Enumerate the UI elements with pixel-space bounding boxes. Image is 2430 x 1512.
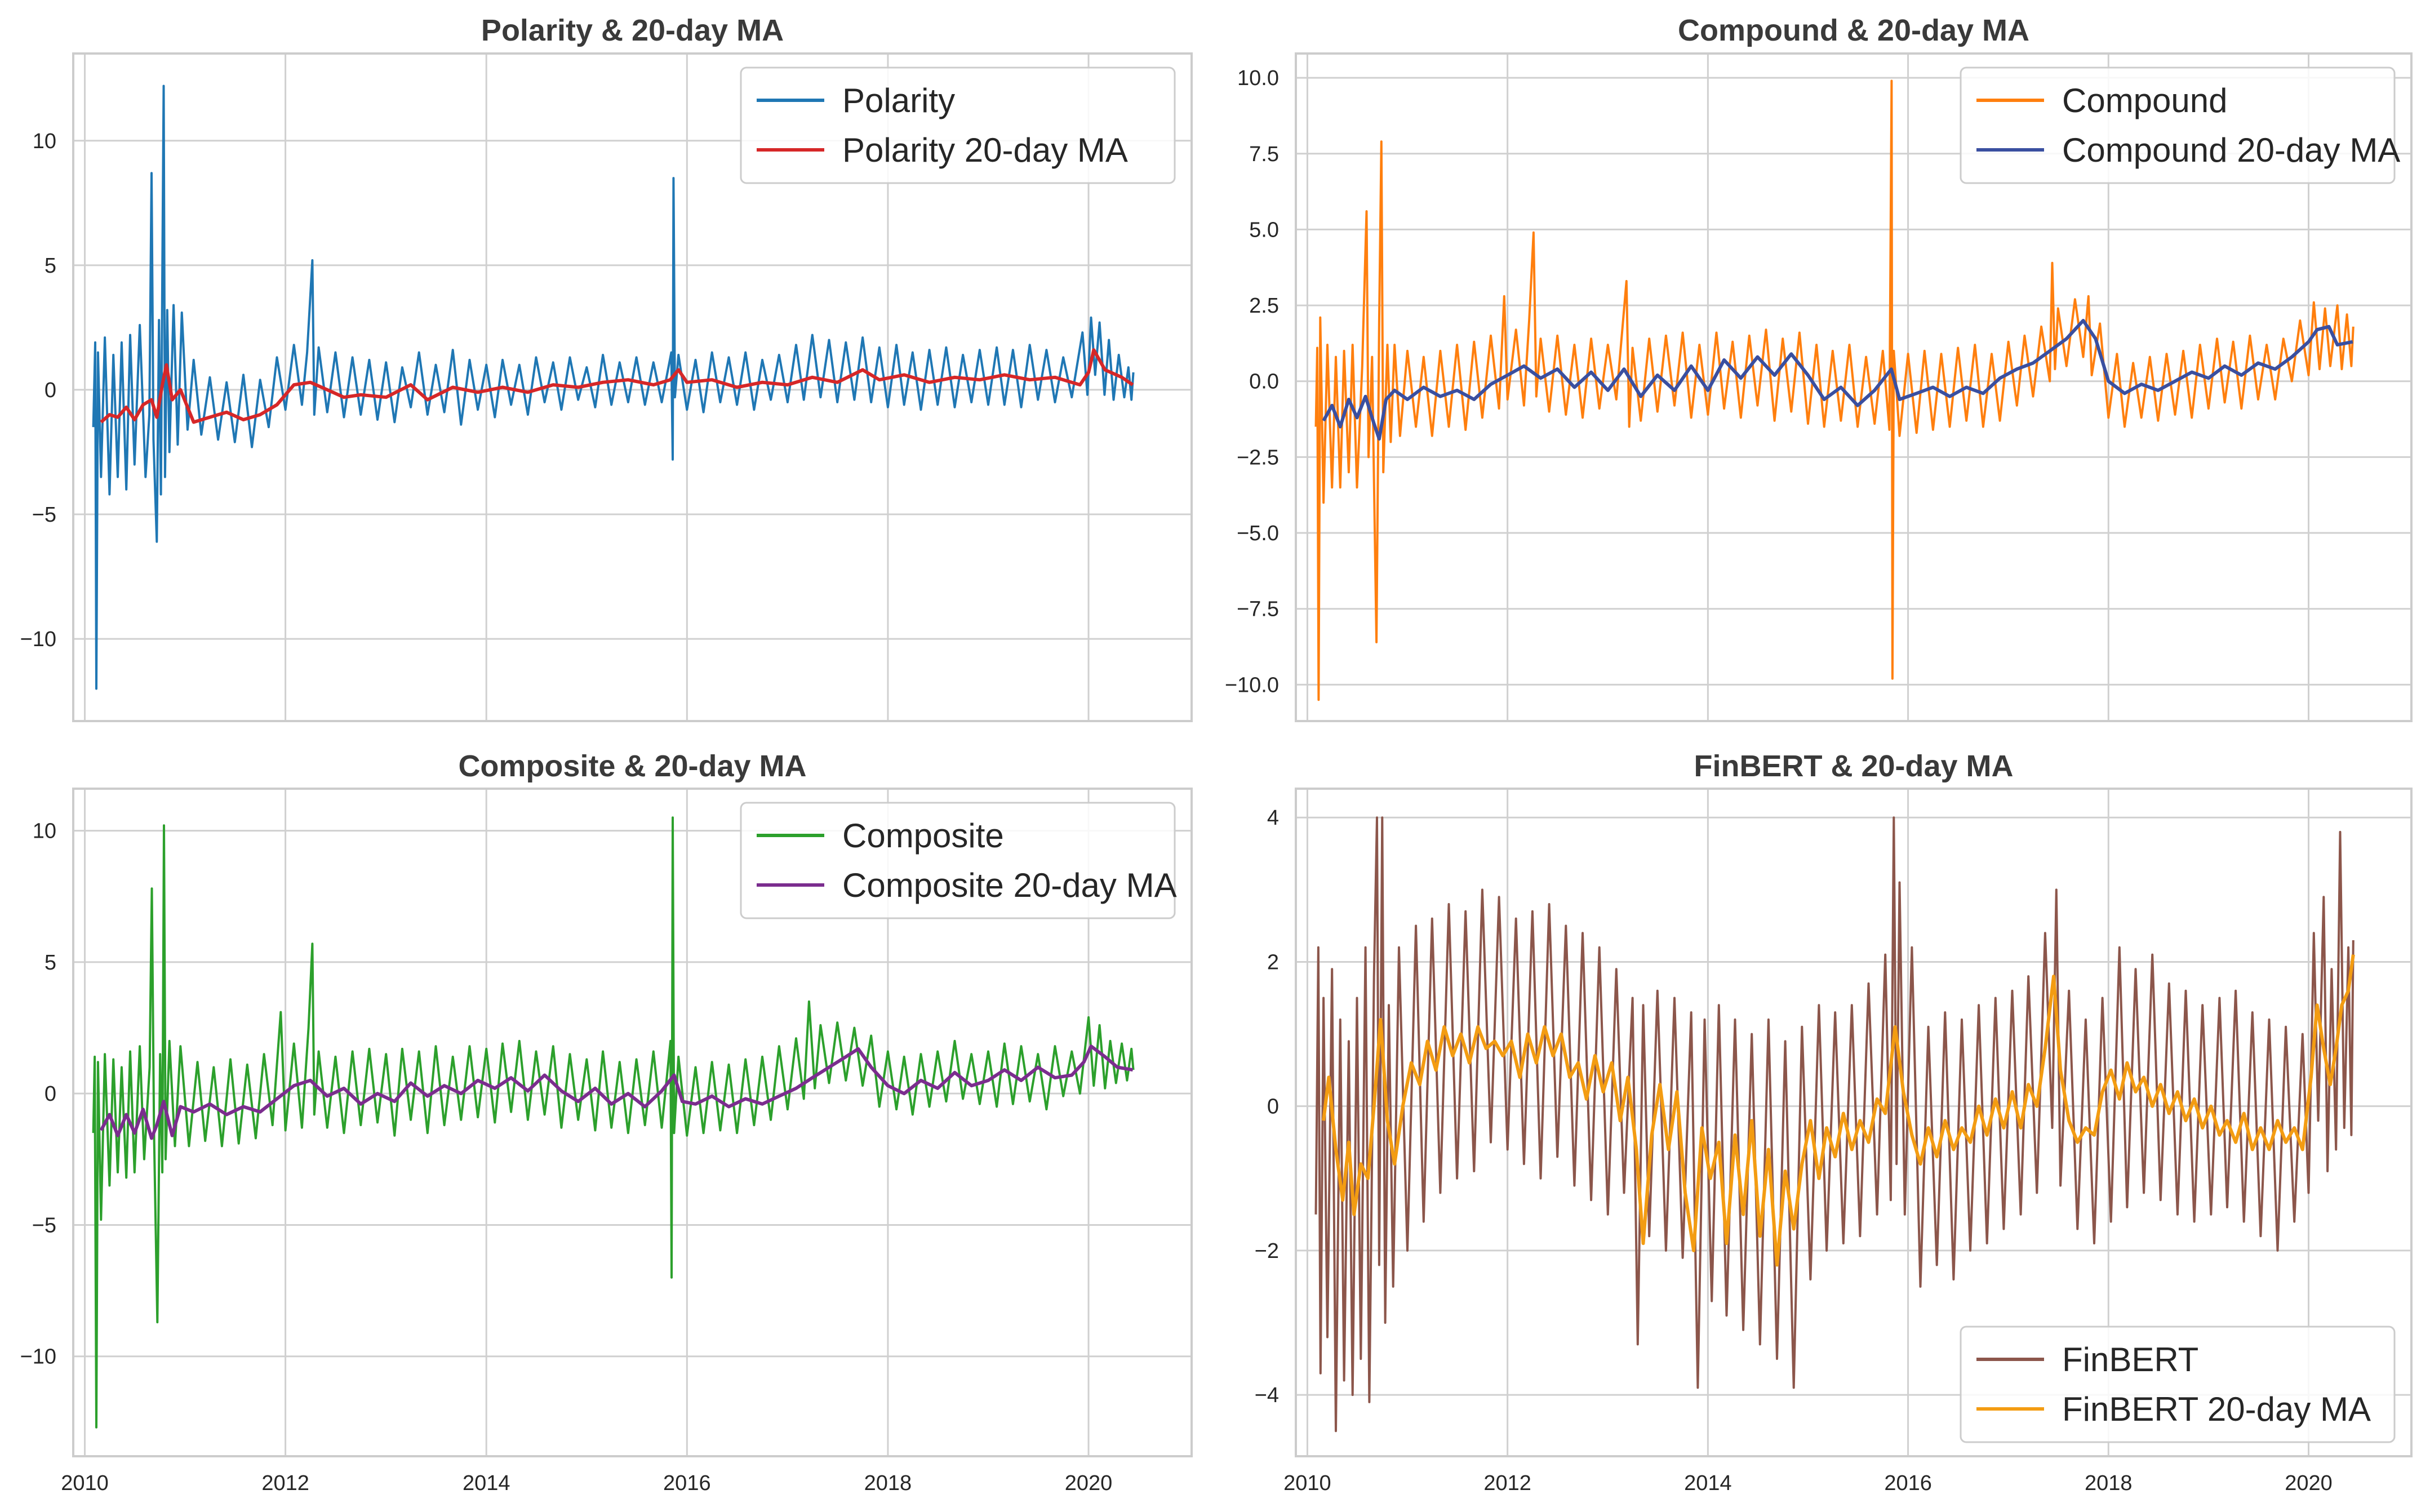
compound-title: Compound & 20-day MA <box>1678 14 2029 47</box>
legend-label: Compound 20-day MA <box>2062 131 2400 169</box>
y-tick-label: 7.5 <box>1249 143 1279 166</box>
y-tick-label: 0 <box>1267 1095 1279 1119</box>
y-tick-label: −10 <box>20 1345 56 1369</box>
x-tick-label: 2018 <box>2085 1471 2133 1495</box>
polarity-title: Polarity & 20-day MA <box>481 14 784 47</box>
composite-series-line-raw <box>92 816 1135 1429</box>
y-tick-label: 5 <box>45 254 56 278</box>
composite-series-line-ma <box>99 1044 1134 1140</box>
x-tick-label: 2016 <box>663 1471 711 1495</box>
y-tick-label: 5.0 <box>1249 218 1279 242</box>
compound-series-line-ma <box>1322 319 2353 441</box>
legend-label: Composite 20-day MA <box>842 866 1177 904</box>
x-tick-label: 2020 <box>1065 1471 1113 1495</box>
polarity-axes-frame <box>72 52 1193 722</box>
y-tick-label: 5 <box>45 951 56 975</box>
finbert-legend: FinBERT FinBERT 20-day MA <box>1960 1326 2396 1443</box>
legend-label: FinBERT 20-day MA <box>2062 1390 2371 1428</box>
finbert-series-line-ma <box>1322 954 2355 1267</box>
y-tick-label: −2 <box>1255 1239 1279 1263</box>
y-tick-label: −2.5 <box>1237 446 1279 469</box>
y-tick-label: −4 <box>1255 1384 1279 1407</box>
y-tick-label: −7.5 <box>1237 598 1279 621</box>
legend-box <box>1960 1326 2396 1443</box>
finbert-axes-frame <box>1295 788 2413 1457</box>
panel-composite: −10 −5 0 5 10 2010 2012 2014 2016 2018 2020 Composi… <box>20 749 1193 1495</box>
legend-label: Compound <box>2062 82 2228 119</box>
legend-label: Polarity 20-day MA <box>842 131 1128 169</box>
x-tick-label: 2012 <box>1483 1471 1531 1495</box>
y-tick-label: 10.0 <box>1237 66 1279 90</box>
y-tick-label: 2.5 <box>1249 294 1279 318</box>
composite-legend: Composite Composite 20-day MA <box>740 802 1177 919</box>
polarity-series-line-ma <box>100 348 1134 424</box>
composite-title: Composite & 20-day MA <box>458 749 806 783</box>
finbert-series-line-raw <box>1314 816 2355 1433</box>
x-tick-label: 2012 <box>261 1471 309 1495</box>
legend-box <box>740 802 1176 919</box>
x-tick-label: 2020 <box>2285 1471 2333 1495</box>
legend-label: Composite <box>842 817 1004 855</box>
legend-label: Polarity <box>842 82 955 119</box>
y-tick-label: 10 <box>33 820 56 843</box>
x-tick-label: 2010 <box>1283 1471 1331 1495</box>
y-tick-label: −10.0 <box>1225 673 1279 697</box>
y-tick-label: −10 <box>20 628 56 651</box>
x-tick-label: 2018 <box>864 1471 912 1495</box>
y-tick-label: 0 <box>45 379 56 402</box>
legend-box <box>1960 66 2396 184</box>
composite-axes-frame <box>72 788 1193 1457</box>
x-tick-label: 2010 <box>61 1471 109 1495</box>
finbert-title: FinBERT & 20-day MA <box>1694 749 2013 783</box>
compound-axes-frame <box>1295 52 2413 722</box>
y-tick-label: 2 <box>1267 950 1279 974</box>
y-tick-label: −5 <box>32 503 56 527</box>
y-tick-label: 10 <box>33 130 56 153</box>
panel-compound: −10.0 −7.5 −5.0 −2.5 0.0 2.5 5.0 7.5 10.0 Compoun… <box>1225 14 2413 722</box>
x-tick-label: 2016 <box>1884 1471 1932 1495</box>
compound-legend: Compound Compound 20-day MA <box>1960 66 2400 184</box>
compound-series-line-raw <box>1314 79 2355 701</box>
polarity-legend: Polarity Polarity 20-day MA <box>740 66 1176 184</box>
legend-label: FinBERT <box>2062 1341 2198 1378</box>
y-tick-label: −5.0 <box>1237 522 1279 545</box>
legend-box <box>740 66 1176 184</box>
y-tick-label: 0 <box>45 1082 56 1106</box>
x-tick-label: 2014 <box>1684 1471 1732 1495</box>
x-tick-label: 2014 <box>463 1471 510 1495</box>
y-tick-label: 0.0 <box>1249 370 1279 394</box>
panel-finbert: −4 −2 0 2 4 2010 2012 2014 2016 2018 2020 FinBERT &… <box>1255 749 2413 1495</box>
y-tick-label: 4 <box>1267 806 1279 830</box>
y-tick-label: −5 <box>32 1213 56 1237</box>
